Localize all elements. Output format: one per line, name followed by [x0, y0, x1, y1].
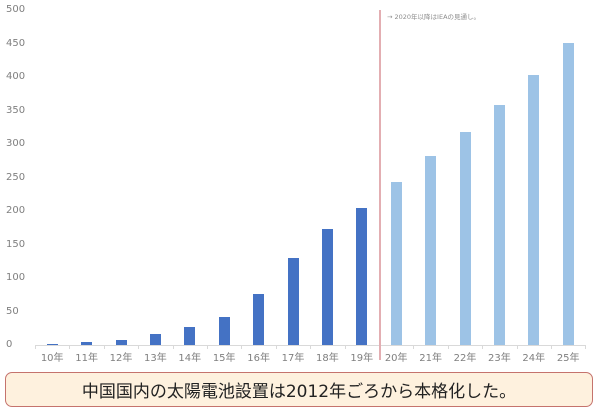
- y-tick-label: 350: [6, 104, 26, 116]
- x-tick: [138, 345, 140, 349]
- y-tick-label: 500: [6, 4, 26, 15]
- x-tick-label: 20年: [384, 353, 408, 364]
- bar-forecast: [425, 156, 437, 345]
- x-axis-line: [35, 345, 585, 346]
- x-tick: [35, 345, 36, 349]
- bar-forecast: [390, 182, 402, 345]
- bar-actual: [287, 257, 299, 345]
- x-tick: [551, 345, 552, 349]
- bar-forecast: [459, 131, 471, 345]
- bar-actual: [253, 294, 265, 345]
- x-tick-label: 10年: [40, 353, 64, 364]
- bar-forecast: [528, 74, 540, 345]
- bar-actual: [218, 316, 230, 345]
- x-tick-label: 14年: [178, 353, 202, 364]
- bar-actual: [321, 229, 333, 345]
- x-tick-label: 25年: [556, 353, 580, 364]
- x-tick: [207, 345, 208, 349]
- y-tick-label: 300: [6, 138, 26, 149]
- x-tick-label: 22年: [453, 353, 477, 364]
- bar-forecast: [493, 105, 505, 345]
- y-tick-label: 400: [6, 71, 26, 82]
- bar-actual: [115, 340, 127, 345]
- x-tick: [172, 345, 174, 349]
- y-tick-label: 200: [6, 205, 26, 216]
- bar-actual: [356, 208, 368, 345]
- y-tick-label: 0: [6, 339, 13, 350]
- bar-chart: 0 50 100 150 200 250 300 350 400 450 500 10年 11年 12年…: [6, 4, 587, 364]
- x-tick-label: 13年: [144, 353, 167, 364]
- bar-actual: [149, 334, 161, 345]
- x-tick: [516, 345, 518, 349]
- x-tick-label: 11年: [75, 353, 98, 364]
- bar-actual: [184, 326, 196, 345]
- x-tick-label: 24年: [522, 353, 546, 364]
- x-tick-label: 19年: [350, 353, 374, 364]
- y-tick-label: 450: [6, 37, 26, 49]
- x-tick: [482, 345, 484, 349]
- x-tick: [275, 345, 277, 349]
- y-tick-label: 150: [6, 238, 26, 250]
- y-tick-label: 50: [6, 305, 19, 317]
- forecast-divider-line: [379, 10, 381, 360]
- x-tick-label: 23年: [488, 353, 511, 364]
- x-tick-label: 12年: [109, 353, 133, 364]
- caption-text: 中国国内の太陽電池設置は2012年ごろから本格化した。: [81, 382, 517, 402]
- x-tick: [585, 345, 587, 349]
- bar-forecast: [562, 42, 574, 345]
- x-tick: [413, 345, 415, 349]
- bar-actual: [81, 342, 93, 345]
- x-tick: [103, 345, 105, 349]
- y-tick-label: 250: [6, 171, 26, 183]
- forecast-annotation: → 2020年以降はIEAの見通し。: [387, 13, 481, 21]
- x-tick-label: 16年: [247, 353, 270, 364]
- y-tick-label: 100: [6, 272, 26, 283]
- x-tick: [69, 345, 71, 349]
- x-tick: [447, 345, 449, 349]
- x-tick: [241, 345, 243, 349]
- x-tick-label: 17年: [281, 353, 305, 364]
- x-tick: [344, 345, 346, 349]
- x-tick-label: 18年: [316, 353, 339, 364]
- bar-actual: [46, 343, 58, 345]
- x-tick-label: 21年: [419, 353, 442, 364]
- caption-box: 中国国内の太陽電池設置は2012年ごろから本格化した。: [5, 372, 593, 407]
- x-tick: [310, 345, 312, 349]
- x-tick-label: 15年: [212, 353, 236, 364]
